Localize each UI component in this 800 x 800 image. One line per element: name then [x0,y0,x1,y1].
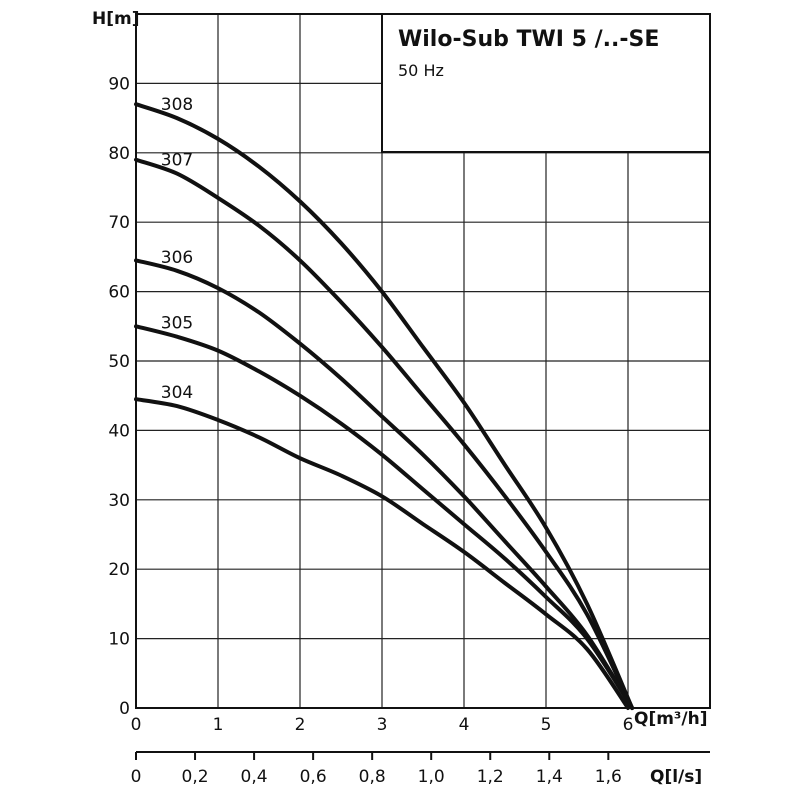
y-tick-label: 70 [108,213,130,233]
x-tick-label: 6 [623,715,634,735]
secondary-x-axis: 0 0,2 0,4 0,6 0,8 1,0 1,2 1,4 1,6 [131,751,710,787]
x2-tick-label: 0,2 [182,767,209,787]
pump-curves [134,102,635,710]
x2-tick-label: 0 [131,767,142,787]
x-tick-labels: 0 1 2 3 4 5 6 [131,715,634,735]
y-tick-label: 0 [119,699,130,719]
x-tick-label: 0 [131,715,142,735]
title-box [381,13,711,153]
x-tick-label: 1 [213,715,224,735]
x2-tick-label: 0,8 [359,767,386,787]
x-tick-label: 5 [541,715,552,735]
curve-label-305: 305 [161,314,193,334]
x2-tick-label: 1,6 [595,767,622,787]
y-tick-label: 40 [108,421,130,441]
x2-tick-label: 0,6 [300,767,327,787]
curve-308 [134,102,635,710]
y-tick-label: 30 [108,491,130,511]
y-tick-label: 60 [108,283,130,303]
x-tick-label: 2 [295,715,306,735]
x2-tick-label: 1,0 [418,767,445,787]
x2-tick-label: 1,2 [477,767,504,787]
y-tick-label: 20 [108,560,130,580]
curve-304 [134,397,630,710]
x2-tick-label: 0,4 [241,767,268,787]
curve-305 [134,324,635,710]
x-tick-label: 3 [377,715,388,735]
curve-label-304: 304 [161,383,193,403]
x2-tick-label: 1,4 [536,767,563,787]
curve-label-308: 308 [161,95,193,115]
curve-label-307: 307 [161,151,193,171]
x-axis-label: Q[m³/h] [634,709,707,729]
x2-axis-label: Q[l/s] [650,767,702,787]
y-axis-label: H[m] [92,9,139,29]
curve-labels: 308 307 306 305 304 [161,95,193,403]
chart-subtitle: 50 Hz [398,61,444,80]
chart-title: Wilo-Sub TWI 5 /..-SE [398,27,659,52]
y-tick-label: 50 [108,352,130,372]
plot-frame [135,13,711,709]
curve-label-306: 306 [161,248,193,268]
x-tick-label: 4 [459,715,470,735]
y-tick-label: 90 [108,74,130,94]
curve-307 [134,157,635,710]
curve-306 [134,258,635,710]
y-tick-label: 10 [108,630,130,650]
y-tick-labels: 0 10 20 30 40 50 60 70 80 90 [108,74,130,719]
y-tick-label: 80 [108,144,130,164]
